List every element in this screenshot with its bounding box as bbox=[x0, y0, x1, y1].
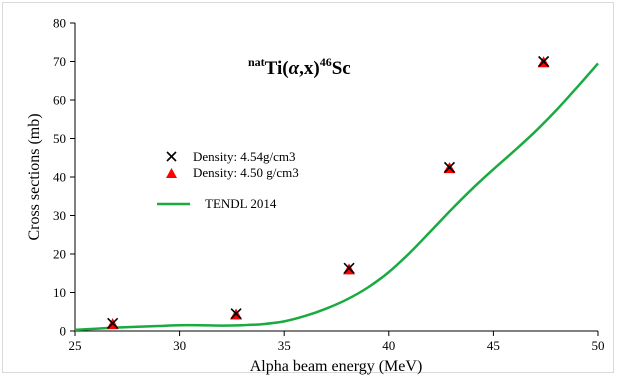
series-tendl-2014 bbox=[74, 62, 599, 332]
title-alpha: α bbox=[289, 58, 300, 79]
x-axis-label: Alpha beam energy (MeV) bbox=[250, 358, 423, 375]
y-tick-label: 0 bbox=[60, 324, 67, 339]
x-tick-label: 50 bbox=[592, 338, 605, 353]
x-tick-label: 45 bbox=[487, 338, 500, 353]
y-tick-label: 50 bbox=[53, 131, 66, 146]
x-tick-label: 35 bbox=[278, 338, 291, 353]
x-tick-label: 30 bbox=[173, 338, 186, 353]
legend-item-density-450: Density: 4.50 g/cm3 bbox=[166, 165, 299, 180]
chart-frame bbox=[2, 2, 614, 373]
x-point-stroke bbox=[107, 317, 119, 329]
legend-triangle-marker bbox=[166, 168, 177, 178]
x-point-stroke bbox=[443, 161, 456, 173]
x-point-stroke bbox=[230, 308, 242, 320]
x-point bbox=[343, 262, 355, 274]
title-tail: Sc bbox=[332, 58, 351, 79]
y-tick-label: 40 bbox=[53, 170, 66, 185]
y-ticks: 0 10 20 30 40 50 60 70 80 bbox=[53, 16, 75, 339]
y-tick-label: 20 bbox=[53, 247, 66, 262]
x-point bbox=[443, 161, 456, 173]
legend-item-tendl: TENDL 2014 bbox=[157, 196, 277, 211]
legend-item-density-454: Density: 4.54g/cm3 bbox=[166, 149, 296, 164]
tendl-2014-line bbox=[74, 62, 599, 332]
series-density-454 bbox=[107, 55, 550, 329]
y-tick-label: 60 bbox=[53, 93, 66, 108]
x-point-stroke bbox=[538, 55, 550, 68]
legend-x-marker-stroke bbox=[166, 151, 177, 162]
y-tick-label: 80 bbox=[53, 16, 66, 31]
x-tick-label: 25 bbox=[69, 338, 82, 353]
title-post-superscript: 46 bbox=[320, 55, 332, 69]
chart-title: natTi(α,x)46Sc bbox=[248, 55, 351, 79]
title-pre-superscript: nat bbox=[248, 55, 265, 69]
x-ticks: 25 30 35 40 45 50 bbox=[69, 331, 605, 353]
x-point bbox=[538, 55, 550, 68]
title-mid: ,x) bbox=[299, 58, 320, 79]
y-tick-label: 30 bbox=[53, 208, 66, 223]
y-tick-label: 70 bbox=[53, 54, 66, 69]
legend-label-density-454: Density: 4.54g/cm3 bbox=[193, 149, 296, 164]
x-point-stroke bbox=[343, 262, 355, 274]
title-main: Ti( bbox=[265, 58, 289, 79]
legend: Density: 4.54g/cm3 Density: 4.50 g/cm3 T… bbox=[157, 149, 299, 211]
y-axis-label: Cross sections (mb) bbox=[26, 113, 43, 240]
y-tick-label: 10 bbox=[53, 285, 66, 300]
legend-label-tendl: TENDL 2014 bbox=[205, 196, 277, 211]
x-tick-label: 40 bbox=[382, 338, 395, 353]
x-point bbox=[107, 317, 119, 329]
x-point bbox=[230, 308, 242, 320]
legend-label-density-450: Density: 4.50 g/cm3 bbox=[193, 165, 299, 180]
